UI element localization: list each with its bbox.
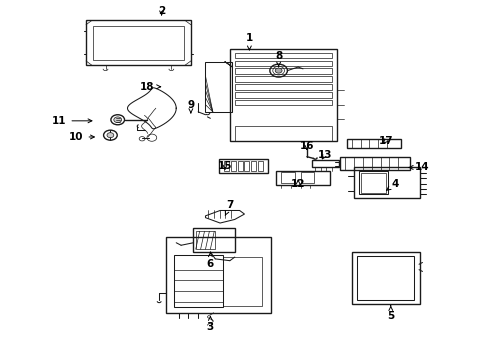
Bar <box>300 172 314 183</box>
Bar <box>346 139 400 148</box>
Bar <box>166 237 271 313</box>
Circle shape <box>114 117 122 123</box>
Bar <box>356 256 413 300</box>
Text: 11: 11 <box>52 116 92 126</box>
Bar <box>237 161 242 171</box>
Text: 7: 7 <box>224 200 233 216</box>
Bar <box>234 126 331 140</box>
Bar <box>193 228 234 252</box>
Text: 5: 5 <box>386 306 394 321</box>
Text: 12: 12 <box>290 179 305 189</box>
Text: 6: 6 <box>206 253 214 269</box>
Bar <box>173 255 222 307</box>
Text: 17: 17 <box>378 136 392 145</box>
Circle shape <box>107 133 114 138</box>
Bar <box>251 161 256 171</box>
Bar <box>219 159 267 173</box>
Text: 13: 13 <box>317 150 331 160</box>
Bar <box>339 157 409 170</box>
Bar <box>195 231 215 249</box>
Bar <box>358 171 387 194</box>
Bar <box>205 62 232 112</box>
Bar <box>86 21 190 65</box>
Bar <box>311 159 338 167</box>
Bar <box>276 171 329 185</box>
Bar <box>351 252 419 304</box>
Text: 15: 15 <box>217 161 232 171</box>
Bar <box>244 161 249 171</box>
Bar <box>258 161 263 171</box>
Bar <box>230 161 235 171</box>
Text: 14: 14 <box>408 162 429 172</box>
Bar <box>281 172 294 183</box>
Text: 18: 18 <box>140 82 160 92</box>
Bar <box>234 68 331 74</box>
Text: 2: 2 <box>158 6 165 17</box>
Text: 8: 8 <box>274 51 282 67</box>
Bar <box>234 76 331 82</box>
Text: 10: 10 <box>69 132 94 142</box>
Bar <box>234 60 331 66</box>
Bar <box>360 173 385 193</box>
Text: 9: 9 <box>187 100 194 113</box>
Bar <box>353 167 419 198</box>
Bar <box>234 84 331 90</box>
Text: 16: 16 <box>299 141 313 151</box>
Bar <box>93 26 183 60</box>
Bar <box>234 92 331 98</box>
Bar <box>234 100 331 105</box>
Circle shape <box>275 68 282 73</box>
Bar <box>229 49 336 140</box>
Bar <box>224 161 228 171</box>
Bar <box>234 53 331 58</box>
Text: 3: 3 <box>206 316 214 332</box>
Text: 4: 4 <box>386 179 399 190</box>
Text: 1: 1 <box>245 33 252 50</box>
Bar <box>222 257 261 306</box>
